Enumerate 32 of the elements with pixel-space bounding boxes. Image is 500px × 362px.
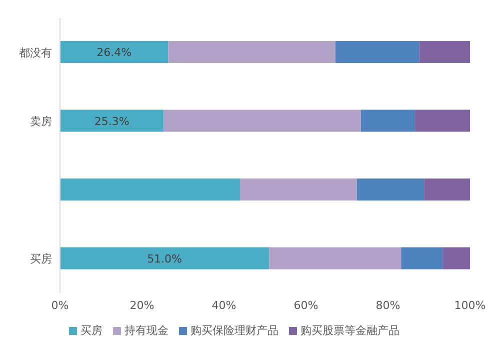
bar: [164, 110, 361, 132]
bar: [424, 178, 470, 200]
bar: [168, 41, 336, 63]
bar: [60, 110, 164, 132]
x-tick-label: 40%: [212, 298, 236, 312]
bar: [442, 247, 470, 270]
legend-label: 买房: [80, 324, 102, 337]
bar: [356, 178, 424, 200]
legend-label: 购买保险理财产品: [190, 324, 278, 337]
x-tick-label: 0%: [51, 298, 69, 312]
bar: [269, 247, 402, 270]
data-label: 26.4%: [96, 46, 132, 59]
legend-label: 购买股票等金融产品: [300, 324, 400, 337]
bar: [336, 41, 420, 63]
x-tick-label: 20%: [130, 298, 154, 312]
x-tick-label: 60%: [294, 298, 318, 312]
data-label: 51.0%: [147, 252, 182, 266]
bar: [60, 178, 240, 200]
bar: [240, 178, 357, 200]
bar: [419, 41, 470, 63]
legend-label: 持有现金: [124, 324, 168, 337]
y-tick-label: 都没有: [19, 46, 52, 60]
bar: [401, 247, 443, 270]
bar: [415, 110, 470, 132]
bar: [60, 247, 270, 270]
bar: [360, 110, 416, 132]
data-label: 25.3%: [94, 114, 130, 128]
bar: [60, 41, 168, 63]
x-tick-label: 80%: [376, 298, 400, 312]
x-tick-label: 100%: [454, 298, 486, 312]
y-tick-label: 买房: [30, 252, 52, 266]
y-tick-label: 卖房: [30, 115, 52, 128]
